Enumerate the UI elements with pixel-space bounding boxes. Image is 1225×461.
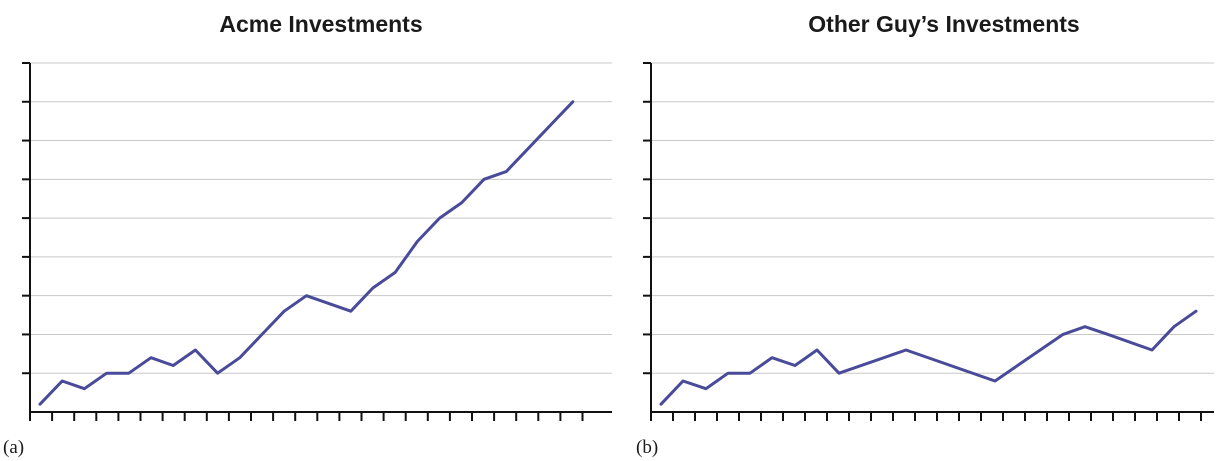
chart-title: Other Guy’s Investments	[808, 11, 1079, 37]
chart-title: Acme Investments	[219, 11, 422, 37]
chart-other-guy: Other Guy’s Investments (b)	[636, 11, 1214, 458]
chart-acme: Acme Investments (a)	[3, 11, 612, 458]
series-line	[38, 100, 575, 406]
series-line	[659, 309, 1198, 406]
panel-label: (b)	[636, 437, 658, 458]
panel-label: (a)	[3, 437, 24, 458]
